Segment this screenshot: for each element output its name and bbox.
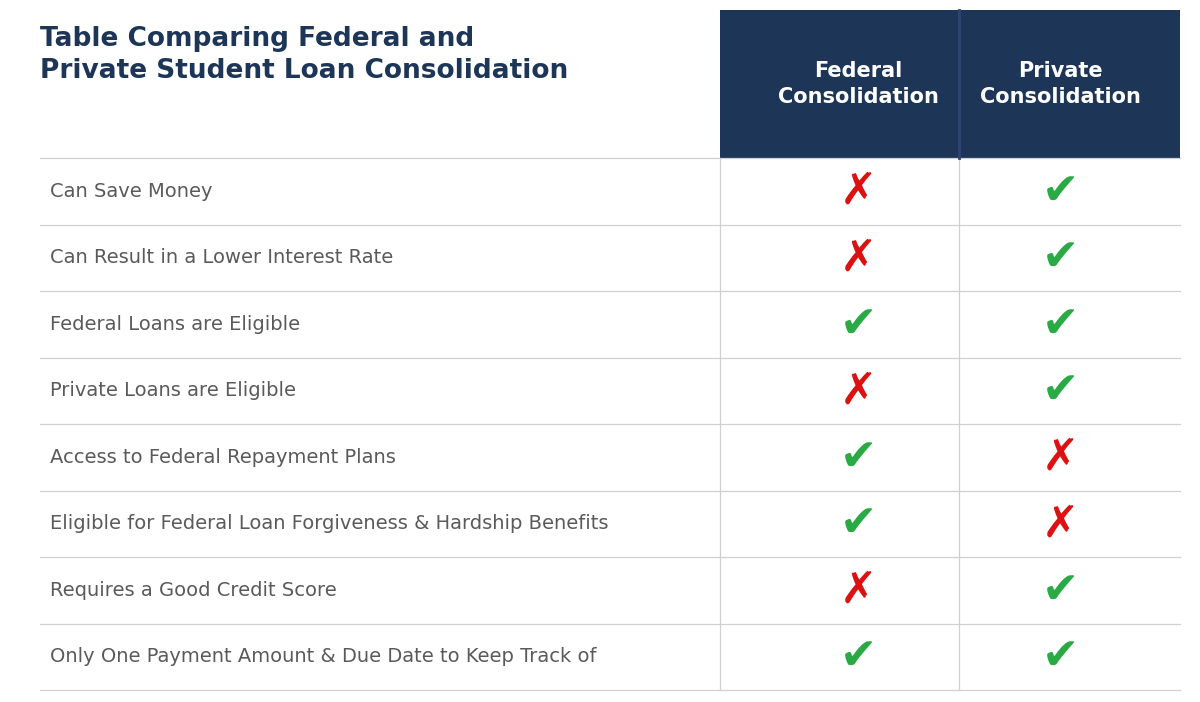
Text: ✗: ✗	[839, 569, 877, 611]
Text: Federal
Consolidation: Federal Consolidation	[778, 61, 938, 107]
Text: ✔: ✔	[1042, 635, 1079, 678]
Text: ✔: ✔	[839, 303, 877, 346]
Text: Federal Loans are Eligible: Federal Loans are Eligible	[50, 314, 300, 333]
Text: Private Loans are Eligible: Private Loans are Eligible	[50, 381, 296, 400]
Text: ✔: ✔	[1042, 170, 1079, 213]
Text: Eligible for Federal Loan Forgiveness & Hardship Benefits: Eligible for Federal Loan Forgiveness & …	[50, 515, 608, 534]
Text: Can Result in a Lower Interest Rate: Can Result in a Lower Interest Rate	[50, 249, 394, 267]
Text: Table Comparing Federal and
Private Student Loan Consolidation: Table Comparing Federal and Private Stud…	[40, 26, 569, 84]
Text: ✔: ✔	[1042, 303, 1079, 346]
Bar	[720, 10, 1180, 158]
Text: Private
Consolidation: Private Consolidation	[979, 61, 1140, 107]
Text: ✔: ✔	[839, 502, 877, 545]
Text: ✔: ✔	[1042, 569, 1079, 611]
Text: ✔: ✔	[1042, 237, 1079, 279]
Text: ✔: ✔	[839, 436, 877, 479]
Text: ✔: ✔	[1042, 369, 1079, 412]
Text: Requires a Good Credit Score: Requires a Good Credit Score	[50, 581, 337, 600]
Text: Only One Payment Amount & Due Date to Keep Track of: Only One Payment Amount & Due Date to Ke…	[50, 647, 596, 666]
Text: ✗: ✗	[1042, 436, 1079, 479]
Text: ✗: ✗	[839, 369, 877, 412]
Text: ✔: ✔	[839, 635, 877, 678]
Text: ✗: ✗	[1042, 502, 1079, 545]
Text: Access to Federal Repayment Plans: Access to Federal Repayment Plans	[50, 448, 396, 467]
Text: ✗: ✗	[839, 170, 877, 213]
Text: Can Save Money: Can Save Money	[50, 182, 212, 201]
Text: ✗: ✗	[839, 237, 877, 279]
